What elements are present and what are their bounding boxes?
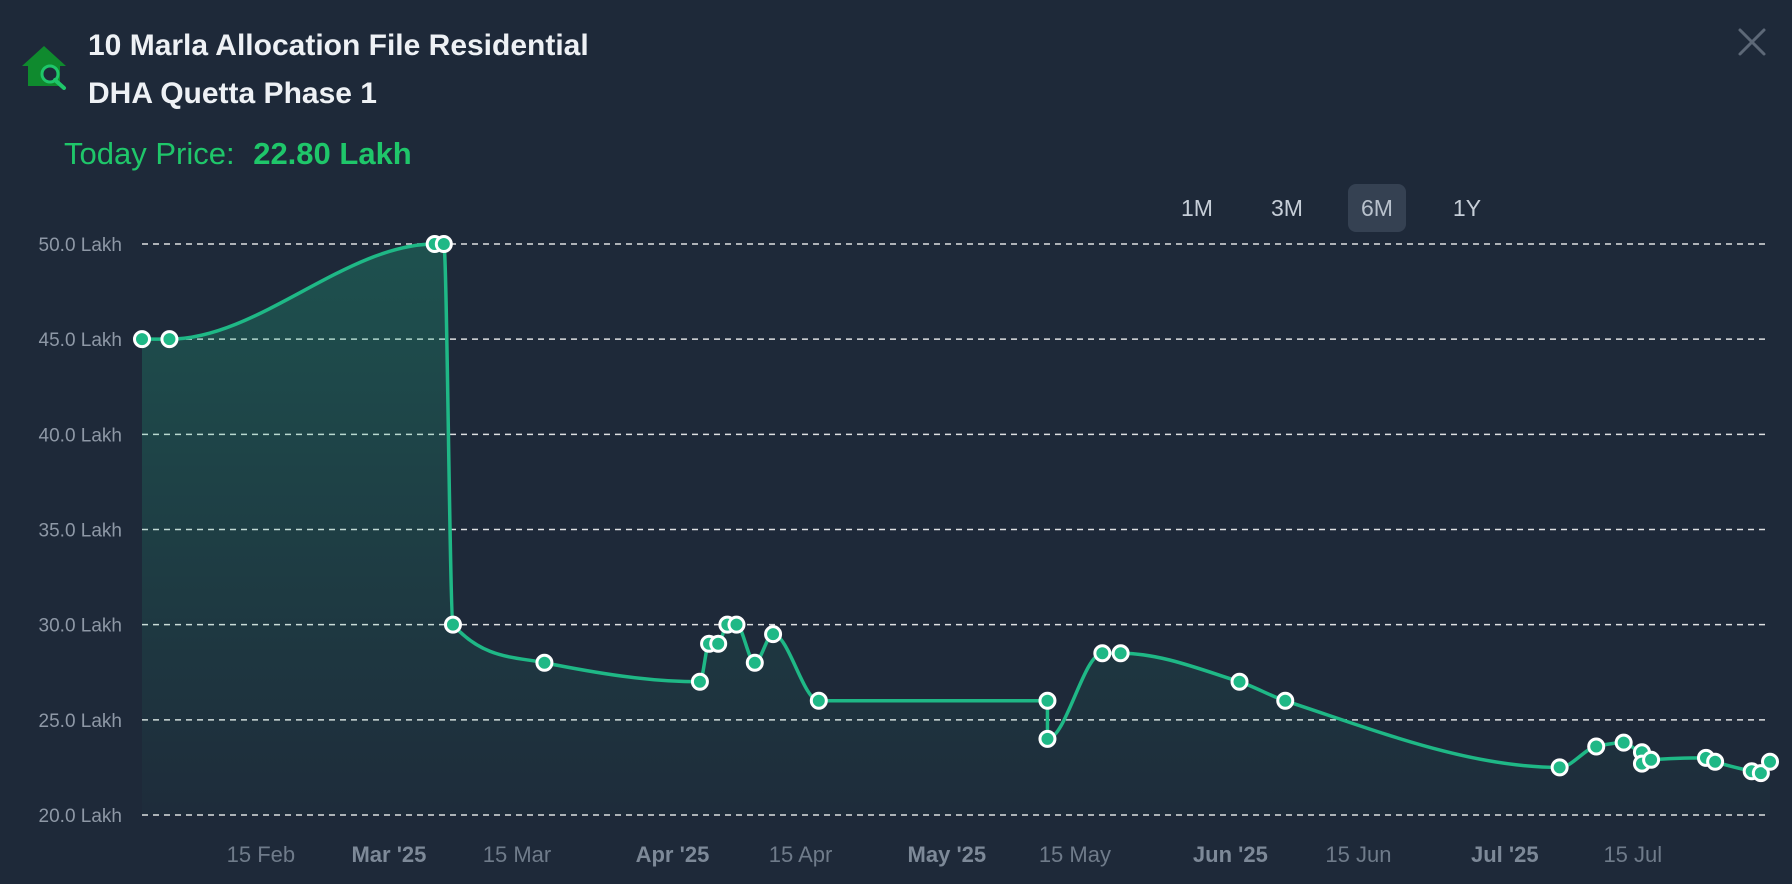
data-point[interactable] <box>1587 737 1606 756</box>
data-point[interactable] <box>690 672 709 691</box>
data-point[interactable] <box>709 634 728 653</box>
today-price-value: 22.80 Lakh <box>253 136 412 171</box>
x-tick-label: 15 Jul <box>1603 842 1662 867</box>
y-tick-label: 40.0 Lakh <box>39 425 122 446</box>
range-button-6m[interactable]: 6M <box>1348 184 1406 232</box>
data-point[interactable] <box>1751 764 1770 783</box>
data-point[interactable] <box>160 330 179 349</box>
data-point[interactable] <box>764 625 783 644</box>
x-tick-label: 15 May <box>1039 842 1111 867</box>
title-line-1: 10 Marla Allocation File Residential <box>88 29 589 62</box>
data-point[interactable] <box>1038 691 1057 710</box>
x-tick-label: 15 Mar <box>483 842 551 867</box>
x-tick-label: Jun '25 <box>1193 842 1268 867</box>
x-tick-label: 15 Feb <box>227 842 296 867</box>
house-search-icon <box>22 46 66 90</box>
x-tick-label: Jul '25 <box>1471 842 1539 867</box>
data-point[interactable] <box>1111 644 1130 663</box>
series-area <box>142 244 1770 815</box>
data-point[interactable] <box>1550 758 1569 777</box>
range-button-3m[interactable]: 3M <box>1271 194 1303 221</box>
data-point[interactable] <box>1761 752 1779 771</box>
range-button-1y[interactable]: 1Y <box>1452 194 1482 221</box>
data-point[interactable] <box>727 615 746 634</box>
x-tick-label: May '25 <box>908 842 987 867</box>
data-point[interactable] <box>434 235 453 253</box>
data-point[interactable] <box>1276 691 1295 710</box>
data-point[interactable] <box>1642 750 1661 769</box>
y-tick-label: 20.0 Lakh <box>39 806 122 827</box>
y-tick-label: 50.0 Lakh <box>39 235 122 256</box>
range-button-1m[interactable]: 1M <box>1181 194 1213 221</box>
data-point[interactable] <box>535 653 554 672</box>
y-tick-label: 25.0 Lakh <box>39 711 122 732</box>
data-point[interactable] <box>1614 733 1633 752</box>
data-point[interactable] <box>809 691 828 710</box>
y-tick-label: 45.0 Lakh <box>39 330 122 351</box>
y-tick-label: 35.0 Lakh <box>39 521 122 542</box>
y-tick-label: 30.0 Lakh <box>39 616 122 637</box>
x-tick-label: Mar '25 <box>351 842 426 867</box>
data-point[interactable] <box>443 615 462 634</box>
today-price: Today Price: 22.80 Lakh <box>64 132 412 176</box>
today-price-label: Today Price: <box>64 136 235 171</box>
data-point[interactable] <box>1706 752 1725 771</box>
x-tick-label: Apr '25 <box>636 842 710 867</box>
data-point[interactable] <box>1230 672 1249 691</box>
x-tick-label: 15 Apr <box>769 842 833 867</box>
data-point[interactable] <box>745 653 764 672</box>
data-point[interactable] <box>133 330 151 349</box>
page-title: 10 Marla Allocation File Residential DHA… <box>88 22 589 118</box>
close-icon[interactable] <box>1732 22 1772 62</box>
data-point[interactable] <box>1093 644 1112 663</box>
range-selector: 1M 3M 6M 1Y <box>1168 184 1528 232</box>
title-line-2: DHA Quetta Phase 1 <box>88 77 377 110</box>
x-tick-label: 15 Jun <box>1325 842 1391 867</box>
data-point[interactable] <box>1038 729 1057 748</box>
